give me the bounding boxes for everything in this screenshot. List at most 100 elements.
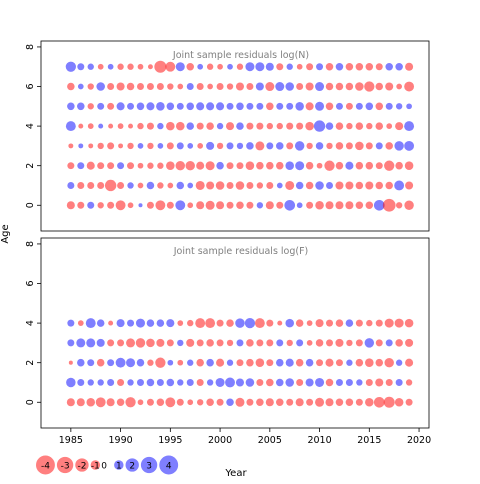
- bubble-logN-age6-1996: [177, 83, 184, 90]
- bubble-logF-age4-1998: [195, 318, 206, 329]
- legend-bubble-pos4: [159, 455, 179, 475]
- bubble-logF-age2-2005: [266, 359, 274, 367]
- bubble-logN-age3-2012: [335, 142, 344, 150]
- bubble-logF-age0-2017: [383, 396, 395, 408]
- bubble-logN-age5-1992: [136, 102, 145, 111]
- bubble-logN-age5-2016: [375, 102, 384, 111]
- bubble-logF-age0-2003: [246, 398, 254, 406]
- bubble-logF-age2-2009: [305, 358, 314, 367]
- bubble-logN-age2-2006: [276, 161, 284, 170]
- bubble-logN-age0-1991: [127, 202, 134, 209]
- bubble-logF-age1-1985: [66, 377, 76, 388]
- bubble-logF-age3-1994: [156, 338, 165, 347]
- bubble-logF-age0-1998: [197, 399, 204, 406]
- bubble-logF-age2-2008: [295, 358, 304, 367]
- bubble-logN-age0-2019: [404, 200, 414, 210]
- bubble-logN-age3-1992: [137, 143, 144, 149]
- bubble-logN-age5-2006: [276, 102, 284, 110]
- bubble-logN-age2-1996: [175, 160, 185, 171]
- bubble-logF-age3-2011: [326, 339, 334, 347]
- bubble-logF-age3-1987: [86, 338, 96, 348]
- bubble-logN-age0-1998: [196, 201, 205, 210]
- bubble-logF-age2-1988: [96, 358, 105, 367]
- legend-label-pos3: 3: [146, 462, 152, 472]
- bubble-logF-age2-2006: [276, 358, 284, 367]
- bubble-logF-age0-2019: [405, 398, 413, 406]
- x-axis-label: Year: [224, 468, 247, 479]
- bubble-logN-age4-2019: [404, 121, 415, 132]
- bubble-logF-age3-1999: [206, 339, 214, 347]
- bubble-logF-age1-1999: [206, 379, 214, 386]
- bubble-logN-age6-2017: [385, 82, 394, 91]
- bubble-logN-age5-2013: [345, 102, 353, 110]
- bubble-logN-age2-2015: [365, 161, 374, 170]
- bubble-logN-age0-1989: [107, 201, 115, 209]
- panel-frame-logF: [40, 237, 430, 429]
- bubble-logN-age0-1995: [166, 201, 174, 209]
- bubble-logN-age0-2003: [246, 201, 254, 209]
- y-tick-label-logN-0: 0: [25, 202, 36, 208]
- y-axis-logN: 0 2 4 6 8: [25, 44, 41, 208]
- bubble-logN-age5-1994: [156, 102, 165, 111]
- bubble-logN-age7-2019: [405, 62, 414, 71]
- bubble-logN-age6-2015: [364, 81, 375, 92]
- bubble-logF-age3-2004: [256, 339, 264, 347]
- bubble-logN-age3-2016: [375, 142, 383, 150]
- bubble-logF-age0-1996: [176, 398, 184, 406]
- bubble-logN-age7-2006: [276, 63, 284, 71]
- bubble-logN-age4-2016: [375, 122, 384, 130]
- bubble-logF-age4-2012: [335, 319, 344, 327]
- bubble-logN-age4-1999: [206, 122, 214, 130]
- bubble-logF-age2-1999: [206, 358, 214, 367]
- y-tick-label-logN-4: 4: [25, 123, 36, 129]
- x-axis-year: 1985 1990 1995 2000 2005 2010 2015 2020: [59, 428, 431, 446]
- bubble-logF-age2-2018: [395, 359, 403, 366]
- bubble-logN-age6-2008: [296, 83, 304, 91]
- bubble-logN-age1-2001: [226, 181, 234, 189]
- bubble-logN-age1-2009: [305, 181, 314, 190]
- bubble-logN-age3-1993: [147, 142, 154, 150]
- x-tick-label-2010: 2010: [307, 435, 331, 446]
- bubble-logF-age0-2004: [256, 398, 264, 407]
- bubble-logN-age1-2006: [276, 182, 283, 189]
- bubble-logF-age1-1993: [146, 378, 155, 387]
- bubble-logF-age1-2016: [375, 378, 384, 387]
- bubble-logN-age5-1986: [77, 102, 85, 111]
- bubble-logN-age6-2012: [335, 82, 344, 91]
- bubble-logN-age2-1986: [77, 162, 85, 170]
- bubble-logF-age2-2010: [316, 359, 324, 367]
- bubble-logN-age3-1989: [107, 142, 115, 150]
- bubble-logN-age6-2006: [275, 82, 285, 92]
- bubble-logN-age1-2010: [315, 181, 324, 190]
- bubble-logN-age5-1988: [97, 102, 105, 110]
- bubble-logN-age6-1994: [156, 83, 164, 91]
- bubble-logN-age0-2011: [325, 201, 334, 210]
- bubble-logN-age5-2017: [385, 102, 393, 110]
- bubble-logN-age7-1999: [206, 63, 214, 70]
- bubble-logN-age6-2011: [325, 82, 334, 91]
- bubble-logN-age7-2007: [286, 63, 293, 70]
- bubble-logN-age3-1991: [127, 142, 134, 150]
- y-tick-label-logF-8: 8: [25, 241, 36, 247]
- bubble-logN-age1-1999: [206, 181, 215, 190]
- bubble-logN-age1-1992: [137, 182, 144, 189]
- bubble-logN-age2-1987: [86, 161, 95, 170]
- bubble-logF-age2-2002: [236, 359, 244, 367]
- bubble-logN-age6-1990: [116, 82, 125, 91]
- bubble-logF-age3-1990: [117, 339, 125, 347]
- bubble-logN-age2-2001: [226, 162, 234, 170]
- bubble-logN-age6-2004: [255, 82, 264, 91]
- bubble-logF-age4-2015: [366, 319, 373, 327]
- bubble-logN-age4-2012: [335, 122, 344, 130]
- bubble-logF-age3-2018: [395, 339, 403, 347]
- bubble-logN-age3-1986: [78, 143, 84, 149]
- bubble-logN-age0-2005: [265, 201, 274, 210]
- bubble-logN-age2-1993: [147, 162, 154, 169]
- y-tick-label-logF-2: 2: [25, 360, 36, 366]
- bubble-logN-age1-1993: [146, 181, 155, 190]
- bubble-logF-age0-2002: [235, 397, 245, 407]
- bubble-logF-age3-1995: [166, 339, 174, 347]
- bubble-logF-age4-2006: [277, 320, 283, 326]
- bubble-logN-age4-2011: [325, 122, 334, 130]
- bubble-logN-age1-2004: [256, 182, 264, 189]
